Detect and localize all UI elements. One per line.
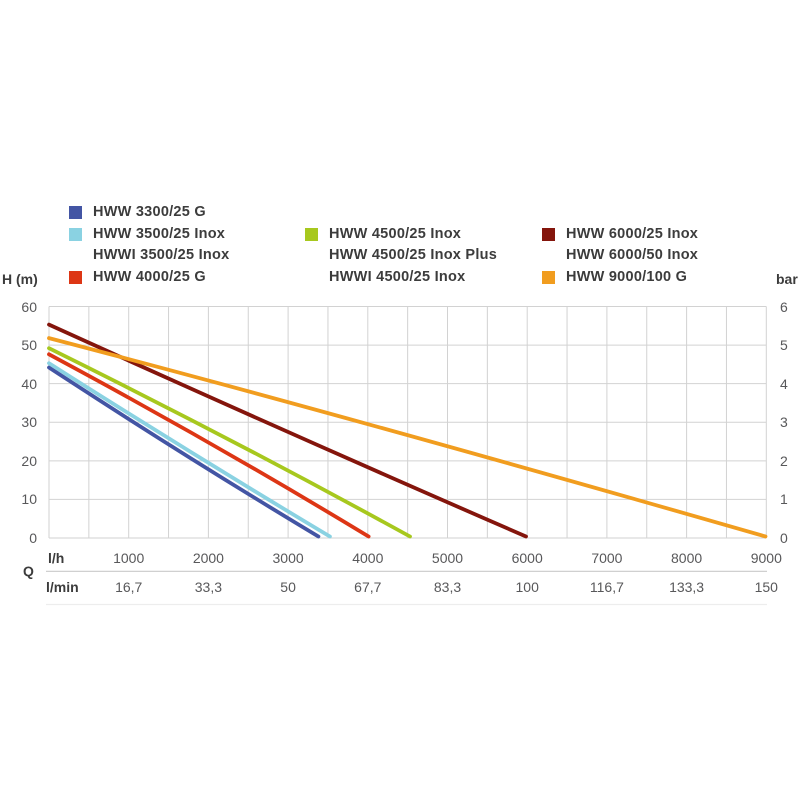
x-tick-label-lh: 8000 — [671, 550, 703, 566]
x-tick-label-lh: 5000 — [431, 550, 464, 566]
legend-label: HWW 3300/25 G — [93, 204, 206, 220]
x-axis-lmin-row-label: l/min — [46, 579, 79, 595]
y-left-tick-label: 10 — [21, 491, 37, 508]
x-tick-label-lmin: 116,7 — [589, 579, 624, 595]
pump-curve-3 — [47, 352, 371, 539]
y-right-tick-label: 6 — [780, 298, 788, 315]
x-tick-label-lmin: 67,7 — [354, 579, 382, 595]
legend-label: HWW 4500/25 Inox — [329, 225, 462, 242]
legend-swatch — [69, 206, 82, 219]
x-tick-label-lmin: 50 — [280, 579, 296, 595]
x-tick-label-lmin: 33,3 — [194, 579, 223, 595]
legend-swatch — [542, 227, 555, 241]
y-right-tick-label: 4 — [780, 375, 788, 392]
x-tick-label-lh: 4000 — [352, 550, 384, 566]
y-left-tick-label: 50 — [21, 337, 37, 354]
x-tick-label-lmin: 150 — [754, 579, 778, 595]
legend-swatch — [542, 271, 555, 285]
legend-label: HWW 9000/100 G — [566, 269, 688, 286]
x-tick-label-lmin: 133,3 — [669, 579, 705, 595]
pump-curve-1 — [47, 365, 321, 539]
y-right-tick-label: 5 — [780, 337, 788, 354]
y-right-tick-label: 2 — [780, 452, 788, 469]
x-tick-label-lh: 9000 — [750, 550, 782, 566]
y-left-tick-label: 30 — [21, 414, 37, 431]
legend-label: HWWI 3500/25 Inox — [93, 247, 230, 264]
x-tick-label-lh: 7000 — [591, 550, 623, 566]
pump-curve-2 — [47, 361, 332, 539]
x-tick-label-lh: 2000 — [192, 550, 224, 566]
legend-label: HWW 3500/25 Inox — [93, 225, 226, 242]
y-right-tick-label: 1 — [780, 491, 788, 508]
y-right-tick-label: 0 — [780, 530, 788, 546]
legend-label: HWW 4500/25 Inox Plus — [329, 247, 498, 264]
x-tick-label-lh: 3000 — [272, 550, 304, 566]
legend-label: HWW 6000/25 Inox — [566, 225, 699, 242]
legend-swatch — [305, 227, 318, 241]
x-tick-label-lmin: 83,3 — [433, 579, 462, 595]
x-tick-label-lh: 6000 — [511, 550, 543, 566]
x-tick-label-lmin: 100 — [515, 579, 539, 595]
legend-label: HWW 6000/50 Inox — [566, 247, 699, 264]
legend-swatch — [69, 271, 82, 285]
y-axis-right-unit-label: bar — [776, 271, 798, 287]
legend-swatch — [69, 227, 82, 241]
x-axis-lh-row-label: l/h — [48, 550, 65, 566]
y-axis-left-unit-label: H (m) — [2, 271, 38, 287]
legend-label: HWWI 4500/25 Inox — [329, 269, 466, 286]
y-left-tick-label: 0 — [29, 530, 37, 546]
y-left-tick-label: 40 — [21, 375, 37, 392]
pump-curve-6 — [47, 336, 768, 539]
y-right-tick-label: 3 — [780, 414, 788, 431]
legend-label: HWW 4000/25 G — [93, 269, 206, 286]
x-tick-label-lh: 1000 — [113, 550, 145, 566]
pump-curve-4 — [47, 346, 412, 539]
y-left-tick-label: 20 — [21, 452, 37, 469]
x-axis-q-unit-label: Q — [23, 563, 34, 579]
x-tick-label-lmin: 16,7 — [115, 579, 143, 595]
y-left-tick-label: 60 — [21, 298, 37, 315]
